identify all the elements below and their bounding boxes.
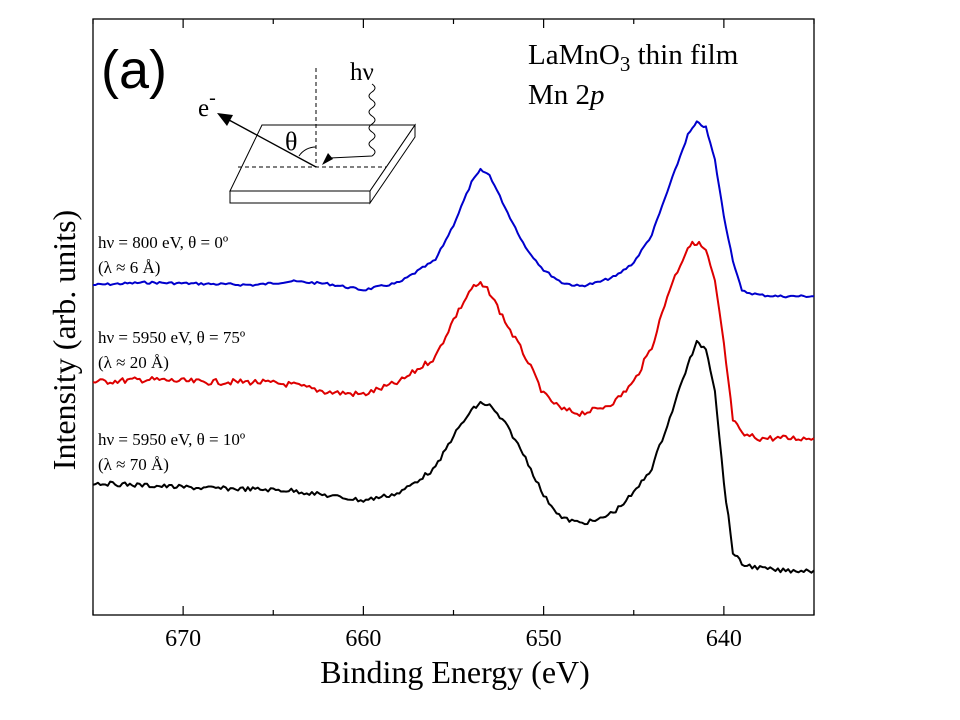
- chart-title-line1: LaMnO3 thin film: [528, 39, 739, 76]
- x-tick-label-660: 660: [345, 626, 381, 652]
- series-0-label-line1: hν = 800 eV, θ = 0º: [98, 233, 228, 252]
- photon-label: hν: [350, 59, 374, 86]
- title-line1-base: LaMnO: [528, 39, 620, 71]
- electron-label-base: e: [198, 95, 209, 122]
- sample-slab-side: [369, 123, 416, 205]
- x-axis-ticks: 670 660 650 640: [92, 19, 815, 652]
- electron-arrow: [228, 119, 317, 168]
- title-line1-sub: 3: [620, 52, 631, 76]
- electron-label: e-: [198, 87, 216, 122]
- title-line1-rest: thin film: [630, 39, 738, 71]
- x-axis-label: Binding Energy (eV): [320, 654, 590, 690]
- series-1-label-line2: (λ ≈ 20 Å): [98, 353, 169, 372]
- photon-wave-icon: [329, 83, 376, 159]
- chart-title-line2: Mn 2p: [528, 79, 605, 111]
- angle-label: θ: [285, 127, 297, 156]
- series-2-line: [92, 339, 815, 574]
- x-tick-label-650: 650: [526, 626, 562, 652]
- series-1-line: [92, 240, 815, 442]
- series-0-line: [93, 120, 814, 299]
- sample-slab-front: [229, 190, 371, 204]
- x-tick-label-670: 670: [165, 626, 201, 652]
- geometry-inset: hν e- θ: [198, 59, 416, 205]
- series-2-label-line1: hν = 5950 eV, θ = 10º: [98, 430, 245, 449]
- x-tick-label-640: 640: [706, 626, 742, 652]
- panel-label: (a): [101, 40, 167, 100]
- series-0-label-line2: (λ ≈ 6 Å): [98, 258, 160, 277]
- series-layer: [92, 120, 815, 574]
- y-axis-label: Intensity (arb. units): [46, 210, 82, 470]
- series-labels: hν = 800 eV, θ = 0º (λ ≈ 6 Å) hν = 5950 …: [98, 233, 245, 474]
- title-line2-base: Mn 2: [528, 79, 590, 111]
- electron-label-sup: -: [209, 87, 216, 109]
- photon-arrowhead-icon: [322, 153, 333, 165]
- series-2-label-line2: (λ ≈ 70 Å): [98, 455, 169, 474]
- angle-arc: [298, 146, 317, 157]
- series-1-label-line1: hν = 5950 eV, θ = 75º: [98, 328, 245, 347]
- title-line2-italic: p: [588, 79, 605, 111]
- electron-arrowhead-icon: [217, 113, 233, 126]
